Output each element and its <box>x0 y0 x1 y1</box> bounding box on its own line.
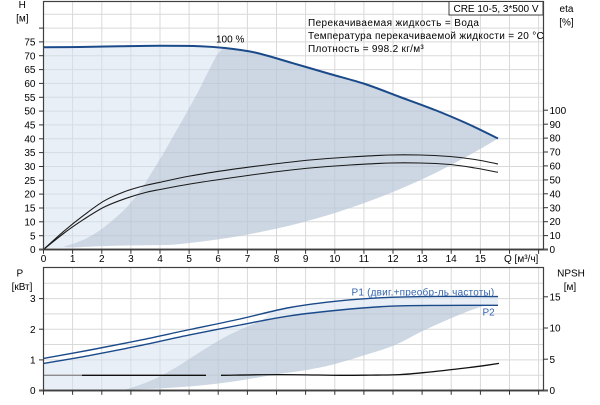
svg-text:15: 15 <box>550 292 562 303</box>
svg-text:0: 0 <box>550 386 556 397</box>
svg-text:60: 60 <box>550 162 562 173</box>
svg-text:40: 40 <box>24 134 36 145</box>
svg-text:0: 0 <box>550 245 556 256</box>
svg-text:0: 0 <box>30 245 36 256</box>
svg-text:100 %: 100 % <box>216 35 244 46</box>
svg-text:30: 30 <box>24 162 36 173</box>
svg-text:7: 7 <box>245 254 251 265</box>
svg-text:[м]: [м] <box>16 14 29 25</box>
svg-text:CRE 10-5, 3*500 V: CRE 10-5, 3*500 V <box>453 4 538 15</box>
svg-text:3: 3 <box>30 294 36 305</box>
svg-text:eta: eta <box>560 4 574 15</box>
svg-text:40: 40 <box>550 189 562 200</box>
svg-text:H: H <box>19 0 26 11</box>
svg-text:1: 1 <box>30 356 36 367</box>
svg-text:75: 75 <box>24 38 36 49</box>
svg-text:2: 2 <box>99 254 105 265</box>
svg-text:50: 50 <box>550 176 562 187</box>
svg-text:6: 6 <box>215 254 221 265</box>
svg-text:12: 12 <box>387 254 399 265</box>
svg-text:15: 15 <box>475 254 487 265</box>
svg-text:11: 11 <box>359 254 370 265</box>
svg-text:P: P <box>16 268 23 279</box>
svg-text:80: 80 <box>550 134 562 145</box>
svg-text:0: 0 <box>30 386 36 397</box>
svg-text:1: 1 <box>70 254 76 265</box>
svg-text:P2: P2 <box>483 308 496 319</box>
svg-text:3: 3 <box>128 254 134 265</box>
svg-text:5: 5 <box>550 355 556 366</box>
svg-text:30: 30 <box>550 203 562 214</box>
svg-text:4: 4 <box>157 254 163 265</box>
svg-text:50: 50 <box>24 107 36 118</box>
svg-text:P1 (двиг.+преобр-ль частоты): P1 (двиг.+преобр-ль частоты) <box>352 287 495 299</box>
svg-text:10: 10 <box>550 231 562 242</box>
svg-text:8: 8 <box>274 254 280 265</box>
svg-text:70: 70 <box>550 148 562 159</box>
svg-text:65: 65 <box>24 65 36 76</box>
svg-text:Q [м³/ч]: Q [м³/ч] <box>504 254 539 265</box>
svg-text:[%]: [%] <box>559 18 574 29</box>
svg-text:5: 5 <box>186 254 192 265</box>
svg-text:NPSH: NPSH <box>557 268 585 279</box>
svg-text:10: 10 <box>24 217 36 228</box>
svg-text:0: 0 <box>41 254 47 265</box>
svg-text:13: 13 <box>417 254 429 265</box>
svg-text:25: 25 <box>24 176 36 187</box>
svg-text:90: 90 <box>550 120 562 131</box>
svg-text:10: 10 <box>329 254 341 265</box>
svg-text:70: 70 <box>24 51 36 62</box>
svg-text:2: 2 <box>30 325 36 336</box>
svg-text:20: 20 <box>550 217 562 228</box>
svg-text:45: 45 <box>24 121 36 132</box>
svg-text:14: 14 <box>446 254 458 265</box>
svg-text:Температура перекачиваемой жид: Температура перекачиваемой жидкости = 20… <box>308 31 544 42</box>
svg-text:10: 10 <box>550 324 562 335</box>
svg-text:[м]: [м] <box>564 282 577 293</box>
svg-text:55: 55 <box>24 93 36 104</box>
svg-text:20: 20 <box>24 190 36 201</box>
svg-text:[кВт]: [кВт] <box>12 282 33 293</box>
svg-text:9: 9 <box>303 254 309 265</box>
svg-text:5: 5 <box>30 231 36 242</box>
svg-text:Плотность = 998.2 кг/м³: Плотность = 998.2 кг/м³ <box>308 44 424 55</box>
svg-text:60: 60 <box>24 79 36 90</box>
svg-text:35: 35 <box>24 148 36 159</box>
svg-text:15: 15 <box>24 204 36 215</box>
svg-text:Перекачиваемая жидкость = Вода: Перекачиваемая жидкость = Вода <box>308 18 479 29</box>
svg-text:100: 100 <box>550 106 567 117</box>
